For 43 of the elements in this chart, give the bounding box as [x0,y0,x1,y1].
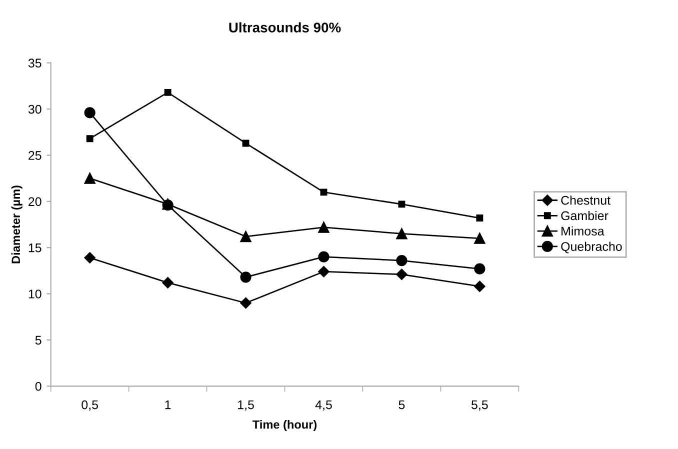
x-tick-label: 4,5 [315,400,332,411]
legend-label: Chestnut [561,196,610,205]
x-tick-label: 1 [165,400,171,410]
legend-label: Quebracho [561,242,622,254]
point [318,266,330,278]
point [240,272,252,283]
legend-label: Mimosa [562,226,604,236]
point [242,140,250,147]
y-tick-label: 0 [35,382,42,391]
y-tick-label: 30 [28,104,42,114]
point [84,252,96,264]
chart-title: Ultrasounds 90% [229,22,341,32]
x-tick-label: 0,5 [82,400,98,411]
point [164,88,172,96]
x-tick-label: 1,5 [238,400,254,411]
point [396,268,408,280]
y-axis-title: Diameter (µm) [11,186,22,264]
x-axis-title: Time (hour) [252,420,317,432]
point [396,254,408,266]
y-tick-label: 25 [28,151,42,160]
legend-label: Gambier [561,210,608,220]
x-tick-label: 5 [398,400,405,410]
point [84,107,96,118]
point [474,263,486,274]
point [162,277,174,288]
y-tick-label: 15 [28,244,42,252]
point [474,280,486,292]
y-tick-label: 5 [35,336,42,345]
point [240,230,252,242]
point [240,297,252,309]
point [318,222,330,233]
point [396,228,408,240]
point [84,172,96,184]
point [398,200,406,208]
y-tick-label: 10 [28,290,42,298]
y-tick-label: 35 [28,58,42,68]
point [320,188,328,196]
point [86,135,94,142]
x-tick-label: 5,5 [471,400,488,411]
point [318,251,330,262]
point [474,232,486,244]
point [476,214,484,222]
y-tick-label: 20 [28,197,42,206]
